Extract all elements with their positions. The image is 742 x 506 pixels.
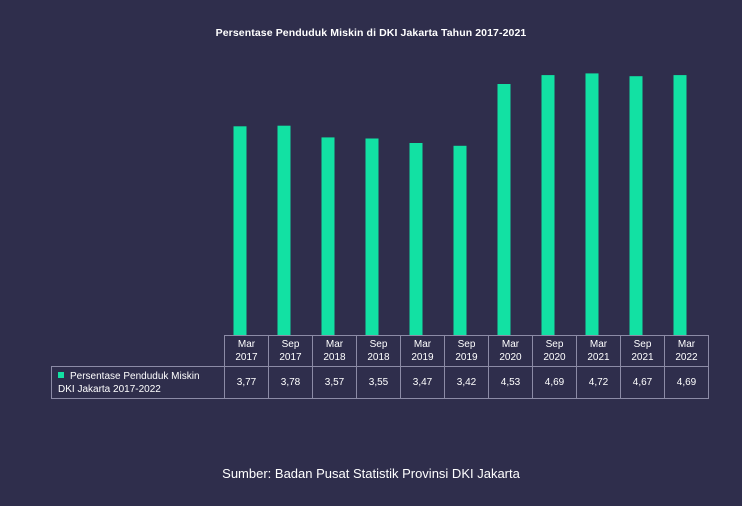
bar [409,143,423,336]
chart-title: Persentase Penduduk Miskin di DKI Jakart… [215,27,527,39]
bar [585,73,599,337]
category-label-period: Mar [677,339,696,350]
data-value: 3,57 [312,366,357,399]
legend-label-line-2: DKI Jakarta 2017-2022 [58,383,161,395]
category-label-year: 2018 [367,352,390,363]
category-label: Sep 2017 [268,335,313,367]
category-label: Mar 2021 [576,335,621,367]
category-label: Mar 2017 [224,335,269,367]
category-label: Sep 2019 [444,335,489,367]
bar [277,125,291,336]
category-label: Mar 2022 [664,335,709,367]
data-value: 3,55 [356,366,401,399]
category-label-period: Mar [501,339,520,350]
data-value: 4,53 [488,366,533,399]
category-label-year: 2019 [411,352,434,363]
legend-label-line-1: Persentase Penduduk Miskin [70,370,200,382]
category-label-period: Sep [281,339,300,350]
data-value: 3,47 [400,366,445,399]
category-label: Mar 2019 [400,335,445,367]
bar [321,137,335,336]
data-value: 4,69 [532,366,577,399]
bar [365,138,379,336]
category-label-period: Mar [325,339,344,350]
category-label-year: 2020 [499,352,522,363]
bar [541,75,555,336]
category-label: Mar 2018 [312,335,357,367]
table-corner [51,335,225,367]
data-value: 3,42 [444,366,489,399]
data-value: 3,78 [268,366,313,399]
category-label-year: 2021 [587,352,610,363]
category-label-period: Sep [633,339,652,350]
category-header-row: Mar 2017 Sep 2017 Mar 2018 Sep 2018 Mar 2019 Sep 20… [51,335,709,367]
category-label-year: 2019 [455,352,478,363]
category-label-period: Mar [413,339,432,350]
category-label-period: Sep [545,339,564,350]
bar [497,84,511,336]
data-value: 4,69 [664,366,709,399]
source-note: Sumber: Badan Pusat Statistik Provinsi D… [222,466,520,481]
category-label: Sep 2018 [356,335,401,367]
category-label-year: 2022 [675,352,698,363]
category-label: Sep 2020 [532,335,577,367]
category-label-period: Sep [457,339,476,350]
data-value: 4,72 [576,366,621,399]
category-label-period: Mar [237,339,256,350]
category-label-year: 2017 [279,352,302,363]
legend-entry: Persentase Penduduk Miskin DKI Jakarta 20… [51,366,225,399]
bar [629,76,643,336]
bar [453,145,467,336]
category-label-year: 2018 [323,352,346,363]
category-label: Mar 2020 [488,335,533,367]
bar [673,75,687,336]
bar [233,126,247,336]
category-label-period: Sep [369,339,388,350]
category-label-year: 2020 [543,352,566,363]
data-table: Mar 2017 Sep 2017 Mar 2018 Sep 2018 Mar 2019 Sep 20… [51,335,709,399]
data-value: 3,77 [224,366,269,399]
data-value: 4,67 [620,366,665,399]
category-label-period: Mar [589,339,608,350]
legend-swatch [58,371,64,378]
category-label-year: 2017 [235,352,258,363]
value-row: Persentase Penduduk Miskin DKI Jakarta 20… [51,366,709,399]
category-label: Sep 2021 [620,335,665,367]
category-label-year: 2021 [631,352,654,363]
